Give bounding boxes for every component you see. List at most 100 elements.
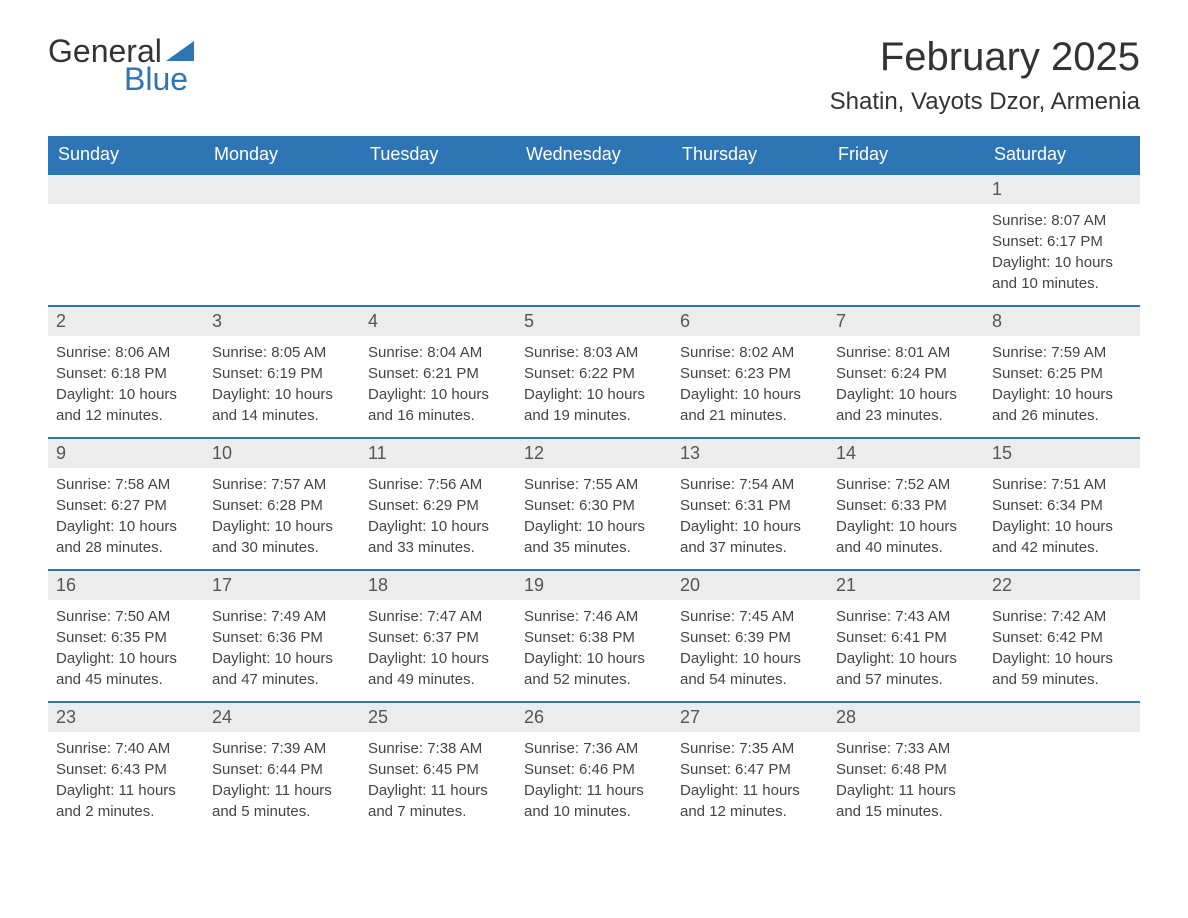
week-row: 2Sunrise: 8:06 AMSunset: 6:18 PMDaylight…: [48, 305, 1140, 437]
sunset-text: Sunset: 6:41 PM: [836, 627, 976, 648]
daylight-line-1: Daylight: 10 hours: [992, 384, 1132, 405]
daylight-line-1: Daylight: 10 hours: [56, 516, 196, 537]
sunset-text: Sunset: 6:21 PM: [368, 363, 508, 384]
daylight-line-2: and 12 minutes.: [56, 405, 196, 426]
sunrise-text: Sunrise: 7:54 AM: [680, 474, 820, 495]
sunrise-text: Sunrise: 7:33 AM: [836, 738, 976, 759]
day-number: 24: [204, 703, 360, 732]
sunrise-text: Sunrise: 7:43 AM: [836, 606, 976, 627]
sunset-text: Sunset: 6:36 PM: [212, 627, 352, 648]
sunset-text: Sunset: 6:39 PM: [680, 627, 820, 648]
dow-cell: Thursday: [672, 136, 828, 173]
day-number: 10: [204, 439, 360, 468]
week-row: 9Sunrise: 7:58 AMSunset: 6:27 PMDaylight…: [48, 437, 1140, 569]
day-number: .: [672, 175, 828, 204]
daylight-line-1: Daylight: 10 hours: [524, 648, 664, 669]
sunset-text: Sunset: 6:44 PM: [212, 759, 352, 780]
daylight-line-1: Daylight: 10 hours: [368, 516, 508, 537]
sunrise-text: Sunrise: 8:07 AM: [992, 210, 1132, 231]
day-number: 27: [672, 703, 828, 732]
daylight-line-1: Daylight: 10 hours: [524, 384, 664, 405]
day-number: 13: [672, 439, 828, 468]
sunrise-text: Sunrise: 7:39 AM: [212, 738, 352, 759]
daylight-line-2: and 16 minutes.: [368, 405, 508, 426]
sunrise-text: Sunrise: 7:52 AM: [836, 474, 976, 495]
sunset-text: Sunset: 6:33 PM: [836, 495, 976, 516]
day-content: Sunrise: 8:06 AMSunset: 6:18 PMDaylight:…: [48, 336, 204, 436]
daylight-line-2: and 45 minutes.: [56, 669, 196, 690]
day-number: .: [984, 703, 1140, 732]
day-cell: 23Sunrise: 7:40 AMSunset: 6:43 PMDayligh…: [48, 703, 204, 833]
day-cell: 5Sunrise: 8:03 AMSunset: 6:22 PMDaylight…: [516, 307, 672, 437]
day-content: Sunrise: 8:05 AMSunset: 6:19 PMDaylight:…: [204, 336, 360, 436]
day-content: Sunrise: 7:43 AMSunset: 6:41 PMDaylight:…: [828, 600, 984, 700]
sunset-text: Sunset: 6:24 PM: [836, 363, 976, 384]
daylight-line-2: and 15 minutes.: [836, 801, 976, 822]
day-cell: 27Sunrise: 7:35 AMSunset: 6:47 PMDayligh…: [672, 703, 828, 833]
day-number: .: [204, 175, 360, 204]
dow-cell: Saturday: [984, 136, 1140, 173]
day-number: 14: [828, 439, 984, 468]
day-cell: .: [48, 175, 204, 305]
sunrise-text: Sunrise: 7:59 AM: [992, 342, 1132, 363]
dow-cell: Sunday: [48, 136, 204, 173]
day-cell: 25Sunrise: 7:38 AMSunset: 6:45 PMDayligh…: [360, 703, 516, 833]
sunset-text: Sunset: 6:22 PM: [524, 363, 664, 384]
day-cell: 2Sunrise: 8:06 AMSunset: 6:18 PMDaylight…: [48, 307, 204, 437]
daylight-line-2: and 37 minutes.: [680, 537, 820, 558]
daylight-line-2: and 26 minutes.: [992, 405, 1132, 426]
day-content: Sunrise: 7:40 AMSunset: 6:43 PMDaylight:…: [48, 732, 204, 832]
day-of-week-header: SundayMondayTuesdayWednesdayThursdayFrid…: [48, 136, 1140, 173]
daylight-line-1: Daylight: 11 hours: [212, 780, 352, 801]
day-cell: 3Sunrise: 8:05 AMSunset: 6:19 PMDaylight…: [204, 307, 360, 437]
daylight-line-2: and 30 minutes.: [212, 537, 352, 558]
daylight-line-2: and 54 minutes.: [680, 669, 820, 690]
daylight-line-1: Daylight: 10 hours: [368, 648, 508, 669]
sunset-text: Sunset: 6:30 PM: [524, 495, 664, 516]
day-content: Sunrise: 7:45 AMSunset: 6:39 PMDaylight:…: [672, 600, 828, 700]
day-cell: .: [204, 175, 360, 305]
sunset-text: Sunset: 6:23 PM: [680, 363, 820, 384]
daylight-line-1: Daylight: 10 hours: [992, 648, 1132, 669]
day-number: .: [828, 175, 984, 204]
logo: General Blue: [48, 35, 194, 95]
day-cell: .: [360, 175, 516, 305]
day-number: 3: [204, 307, 360, 336]
day-cell: .: [984, 703, 1140, 833]
daylight-line-2: and 23 minutes.: [836, 405, 976, 426]
day-number: 15: [984, 439, 1140, 468]
day-content: Sunrise: 7:33 AMSunset: 6:48 PMDaylight:…: [828, 732, 984, 832]
daylight-line-1: Daylight: 10 hours: [680, 516, 820, 537]
sunrise-text: Sunrise: 7:49 AM: [212, 606, 352, 627]
daylight-line-1: Daylight: 10 hours: [56, 384, 196, 405]
day-content: Sunrise: 7:36 AMSunset: 6:46 PMDaylight:…: [516, 732, 672, 832]
sunrise-text: Sunrise: 7:46 AM: [524, 606, 664, 627]
daylight-line-2: and 47 minutes.: [212, 669, 352, 690]
sunset-text: Sunset: 6:27 PM: [56, 495, 196, 516]
day-cell: 6Sunrise: 8:02 AMSunset: 6:23 PMDaylight…: [672, 307, 828, 437]
day-content: Sunrise: 7:46 AMSunset: 6:38 PMDaylight:…: [516, 600, 672, 700]
sunset-text: Sunset: 6:25 PM: [992, 363, 1132, 384]
daylight-line-2: and 14 minutes.: [212, 405, 352, 426]
day-cell: 10Sunrise: 7:57 AMSunset: 6:28 PMDayligh…: [204, 439, 360, 569]
sunrise-text: Sunrise: 7:36 AM: [524, 738, 664, 759]
day-content: Sunrise: 7:58 AMSunset: 6:27 PMDaylight:…: [48, 468, 204, 568]
day-content: Sunrise: 7:47 AMSunset: 6:37 PMDaylight:…: [360, 600, 516, 700]
daylight-line-2: and 28 minutes.: [56, 537, 196, 558]
sunset-text: Sunset: 6:19 PM: [212, 363, 352, 384]
day-number: 7: [828, 307, 984, 336]
month-title: February 2025: [830, 35, 1140, 80]
day-cell: 13Sunrise: 7:54 AMSunset: 6:31 PMDayligh…: [672, 439, 828, 569]
day-content: Sunrise: 7:55 AMSunset: 6:30 PMDaylight:…: [516, 468, 672, 568]
day-number: 12: [516, 439, 672, 468]
daylight-line-2: and 33 minutes.: [368, 537, 508, 558]
daylight-line-2: and 5 minutes.: [212, 801, 352, 822]
day-number: 25: [360, 703, 516, 732]
day-content: Sunrise: 7:50 AMSunset: 6:35 PMDaylight:…: [48, 600, 204, 700]
sunset-text: Sunset: 6:35 PM: [56, 627, 196, 648]
sunrise-text: Sunrise: 7:45 AM: [680, 606, 820, 627]
day-content: Sunrise: 7:38 AMSunset: 6:45 PMDaylight:…: [360, 732, 516, 832]
sunrise-text: Sunrise: 8:04 AM: [368, 342, 508, 363]
day-number: 16: [48, 571, 204, 600]
sunset-text: Sunset: 6:42 PM: [992, 627, 1132, 648]
